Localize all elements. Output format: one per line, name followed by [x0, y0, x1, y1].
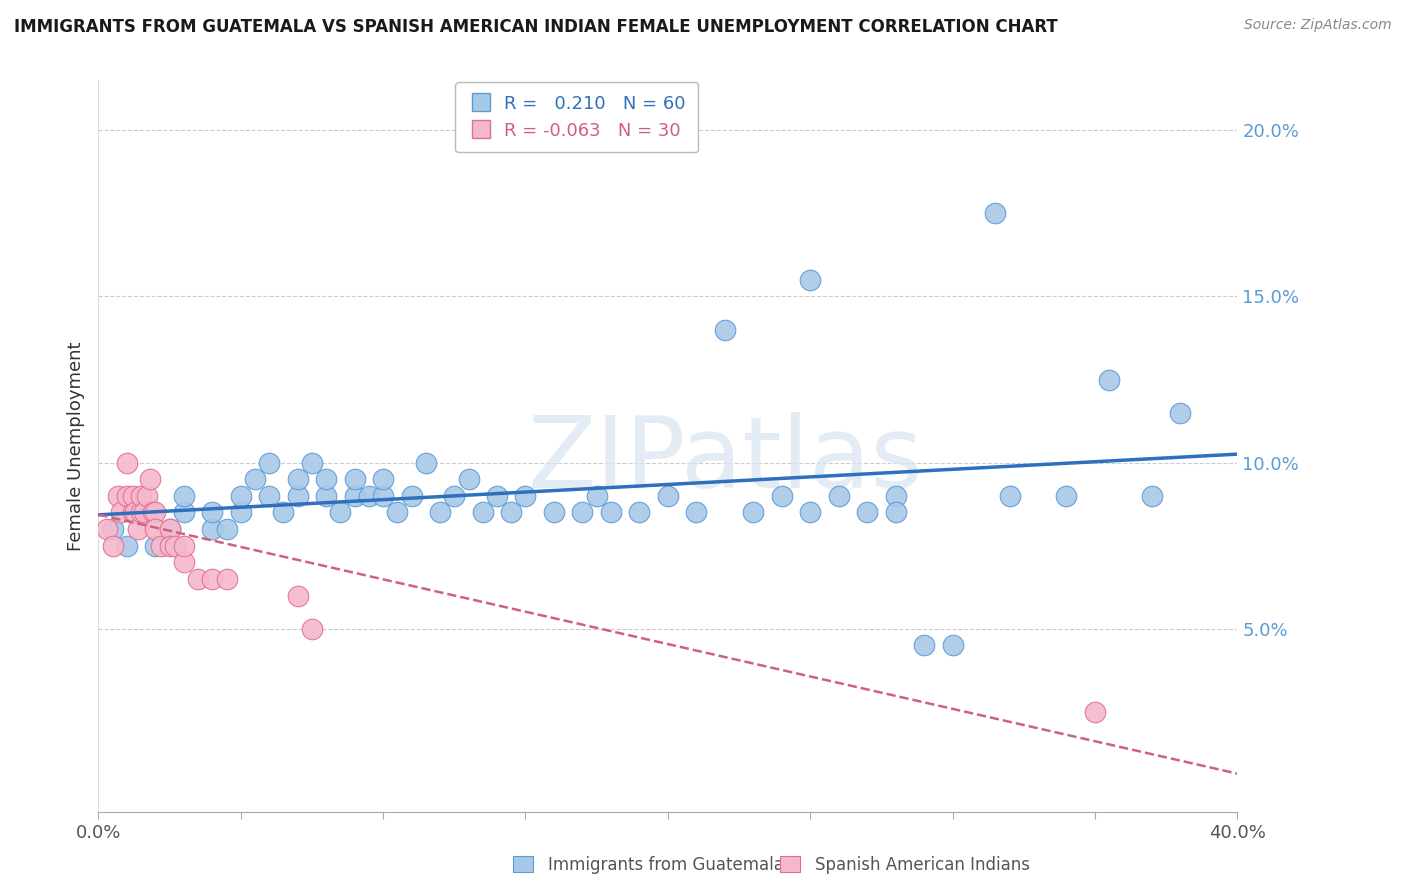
Point [101, 522, 124, 536]
Point [571, 506, 593, 520]
Point [401, 489, 423, 503]
Point [215, 572, 238, 586]
Point [165, 539, 187, 553]
Point [415, 456, 437, 470]
Point [828, 489, 851, 503]
Y-axis label: Female Unemployment: Female Unemployment [66, 342, 84, 550]
Point [315, 489, 337, 503]
Point [201, 572, 224, 586]
Point [243, 472, 266, 486]
Point [135, 489, 157, 503]
Legend: R =   0.210   N = 60, R = -0.063   N = 30: R = 0.210 N = 60, R = -0.063 N = 30 [456, 82, 699, 153]
Point [107, 489, 129, 503]
Point [121, 489, 143, 503]
Point [287, 489, 309, 503]
Point [714, 323, 737, 337]
Point [471, 506, 494, 520]
Point [343, 472, 366, 486]
Point [429, 506, 451, 520]
Point [984, 206, 1007, 220]
Point [742, 506, 765, 520]
Point [201, 506, 224, 520]
Point [912, 639, 935, 653]
Point [387, 506, 409, 520]
Point [173, 506, 195, 520]
Point [329, 506, 352, 520]
Text: ZIPatlas: ZIPatlas [527, 412, 922, 509]
Point [1084, 705, 1107, 719]
Point [884, 489, 907, 503]
Point [145, 506, 167, 520]
Point [201, 522, 224, 536]
Point [159, 522, 181, 536]
Point [628, 506, 651, 520]
Point [173, 539, 195, 553]
Point [856, 506, 879, 520]
Point [138, 472, 160, 486]
Point [145, 539, 167, 553]
Point [145, 522, 167, 536]
Point [287, 589, 309, 603]
Point [173, 489, 195, 503]
Point [343, 489, 366, 503]
Point [96, 522, 118, 536]
Text: Source: ZipAtlas.com: Source: ZipAtlas.com [1244, 18, 1392, 32]
Point [132, 506, 155, 520]
Point [173, 555, 195, 569]
Point [124, 506, 146, 520]
Point [942, 639, 965, 653]
Point [770, 489, 793, 503]
Point [373, 472, 395, 486]
Point [159, 522, 181, 536]
Point [657, 489, 679, 503]
Point [685, 506, 707, 520]
Point [287, 472, 309, 486]
Point [215, 522, 238, 536]
Point [273, 506, 295, 520]
Text: Immigrants from Guatemala: Immigrants from Guatemala [548, 856, 785, 874]
Point [998, 489, 1021, 503]
Point [1170, 406, 1192, 420]
Point [141, 506, 163, 520]
Point [101, 539, 124, 553]
Point [115, 539, 138, 553]
Point [129, 506, 152, 520]
Text: IMMIGRANTS FROM GUATEMALA VS SPANISH AMERICAN INDIAN FEMALE UNEMPLOYMENT CORRELA: IMMIGRANTS FROM GUATEMALA VS SPANISH AME… [14, 18, 1057, 36]
Point [301, 622, 323, 636]
Point [600, 506, 623, 520]
Point [515, 489, 537, 503]
Point [121, 506, 143, 520]
Point [259, 456, 281, 470]
Point [373, 489, 395, 503]
Text: Spanish American Indians: Spanish American Indians [815, 856, 1031, 874]
Point [127, 522, 149, 536]
Point [229, 489, 252, 503]
Point [129, 489, 152, 503]
Point [884, 506, 907, 520]
Point [1056, 489, 1078, 503]
Point [159, 539, 181, 553]
Point [443, 489, 465, 503]
Point [301, 456, 323, 470]
Point [585, 489, 607, 503]
Point [799, 506, 821, 520]
Point [1098, 372, 1121, 386]
Point [357, 489, 380, 503]
Point [115, 489, 138, 503]
Point [150, 539, 173, 553]
Point [110, 506, 132, 520]
Point [457, 472, 479, 486]
Point [501, 506, 523, 520]
Point [315, 472, 337, 486]
Point [486, 489, 509, 503]
Point [1140, 489, 1163, 503]
Point [229, 506, 252, 520]
Point [259, 489, 281, 503]
Point [115, 456, 138, 470]
Point [543, 506, 565, 520]
Point [799, 273, 821, 287]
Point [187, 572, 209, 586]
